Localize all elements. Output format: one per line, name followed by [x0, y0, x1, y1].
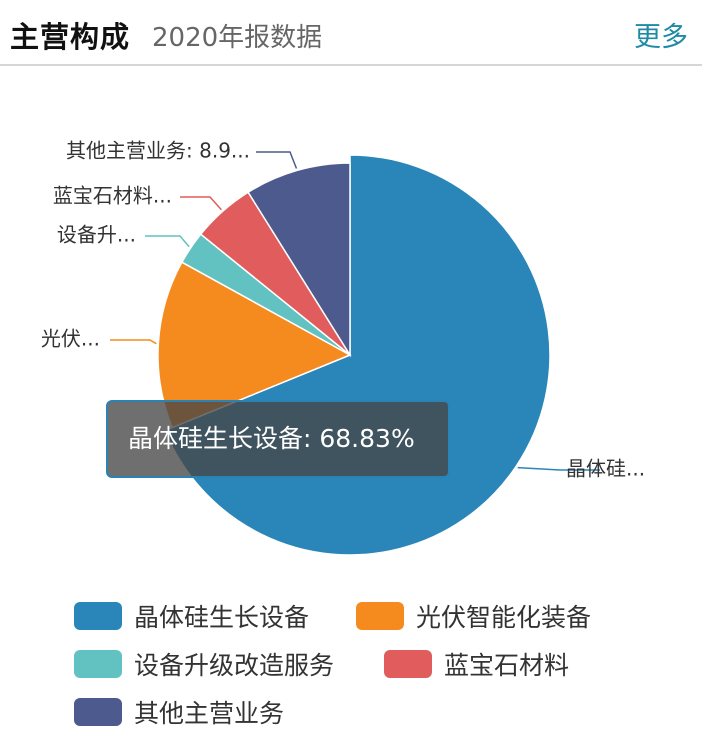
more-link[interactable]: 更多: [634, 22, 688, 53]
legend-item-3[interactable]: 蓝宝石材料: [384, 644, 569, 684]
legend-item-0[interactable]: 晶体硅生长设备: [74, 596, 309, 636]
chart-tooltip: 晶体硅生长设备: 68.83%: [106, 400, 450, 478]
section-header: 主营构成 2020年报数据 更多: [0, 0, 702, 66]
slice-label-4: 其他主营业务: 8.9...: [66, 139, 250, 163]
legend-swatch-1: [356, 602, 404, 630]
legend-label-0: 晶体硅生长设备: [134, 603, 310, 632]
pie-slice-4[interactable]: [247, 162, 351, 358]
legend-swatch-3: [384, 650, 432, 678]
legend-label-1: 光伏智能化装备: [416, 603, 592, 632]
leader-line-0: [517, 466, 600, 471]
slice-label-1: 光伏...: [41, 327, 100, 351]
legend-label-2: 设备升级改造服务: [134, 651, 335, 680]
report-period: 2020年报数据: [152, 23, 323, 53]
legend-item-4[interactable]: 其他主营业务: [74, 692, 284, 732]
leader-line-4: [256, 151, 298, 169]
legend-item-2[interactable]: 设备升级改造服务: [74, 644, 334, 684]
legend-swatch-2: [74, 650, 122, 678]
legend-item-1[interactable]: 光伏智能化装备: [356, 596, 591, 636]
slice-label-0: 晶体硅...: [566, 457, 645, 481]
slice-label-2: 设备升...: [57, 223, 136, 247]
leader-line-1: [110, 339, 157, 345]
leader-line-3: [180, 196, 222, 211]
leader-line-2: [145, 235, 190, 248]
slice-label-3: 蓝宝石材料...: [53, 184, 172, 208]
legend-swatch-0: [74, 602, 122, 630]
legend-label-3: 蓝宝石材料: [444, 651, 570, 680]
legend-label-4: 其他主营业务: [134, 699, 285, 728]
section-title: 主营构成: [10, 20, 131, 54]
pie-chart: 晶体硅... 光伏... 设备升... 蓝宝石材料... 其他主营业务: 8.9...: [41, 139, 645, 556]
legend-swatch-4: [74, 698, 122, 726]
